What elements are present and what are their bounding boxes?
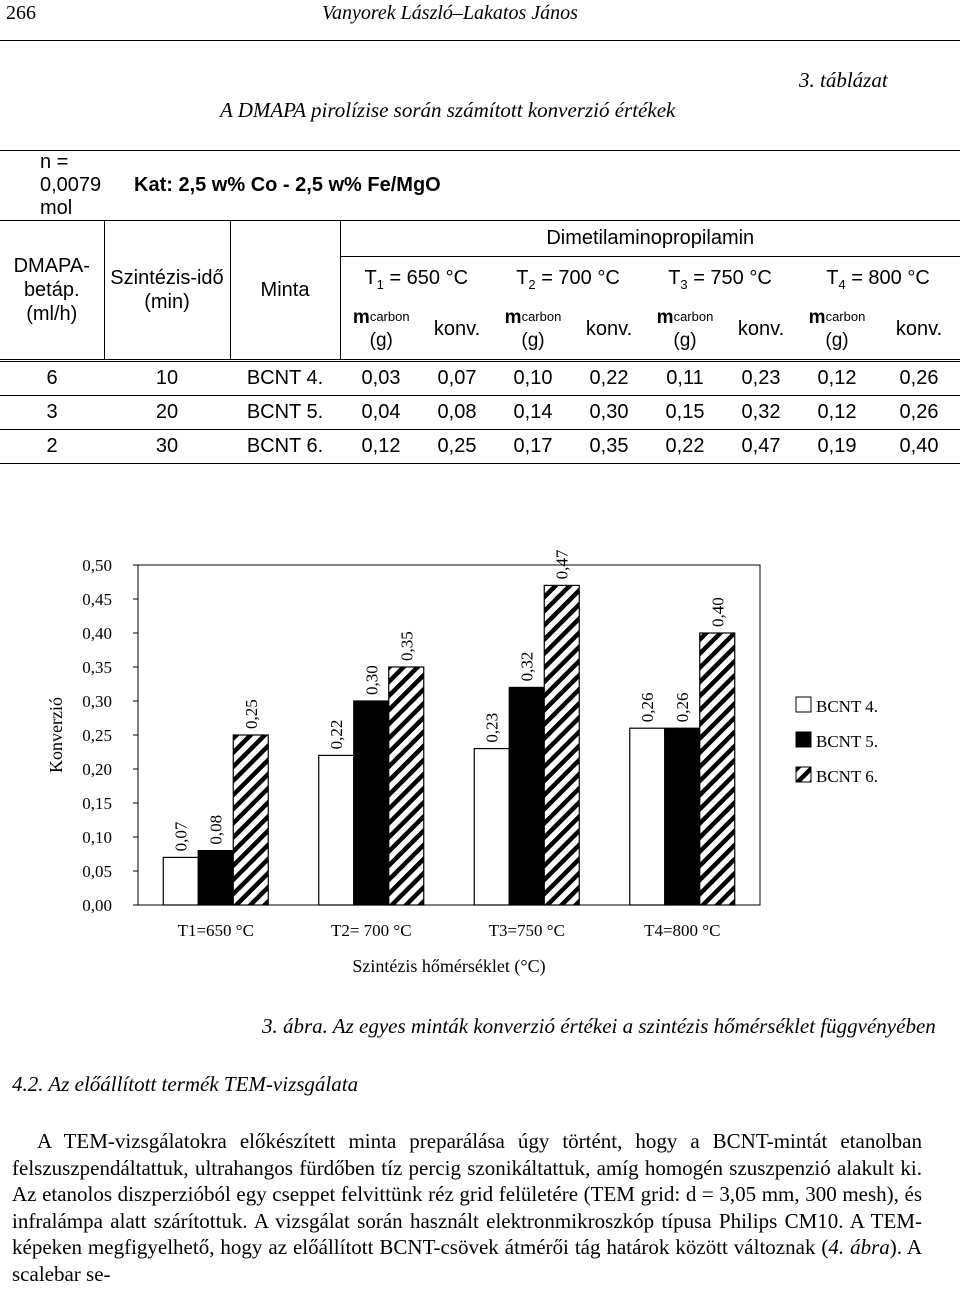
x-axis-label: Szintézis hőmérséklet (°C) [352,956,545,977]
running-head: 266 Vanyorek László–Lakatos János [0,0,960,41]
temp-header: T1 = 650 °C [364,267,469,293]
figure-reference: 4. ábra [828,1235,890,1259]
data-label: 0,08 [207,815,226,845]
mcarbon-header: mcarbon (g) [656,307,714,352]
y-tick-label: 0,15 [82,794,112,813]
chart-legend: BCNT 4. BCNT 5. BCNT 6. [795,696,878,786]
header-synthesis-time: Szintézis-idő (min) [104,220,231,361]
table-row: 3 20 BCNT 5. 0,04 0,08 0,14 0,30 0,15 0,32 0,12… [0,395,960,430]
temp-header: T4 = 800 °C [826,267,930,293]
data-labels: 0,07 0,08 0,25 0,22 0,30 0,35 0,23 0,32 0,47 0,26… [172,549,728,851]
y-axis-label: Konverzió [46,697,66,773]
plot-frame [137,564,761,906]
table-row: 2 30 BCNT 6. 0,12 0,25 0,17 0,35 0,22 0,47 0,19… [0,429,960,464]
y-tick-label: 0,05 [82,862,112,881]
header-dmapa: DMAPA-betáp. (ml/h) [0,220,105,361]
y-tick-label: 0,20 [82,760,112,779]
data-label: 0,32 [518,652,537,682]
temp-header: T2 = 700 °C [516,267,620,293]
data-label: 0,47 [553,549,572,579]
legend-swatch [795,766,812,783]
y-tick-label: 0,00 [82,896,112,915]
header-sample: Minta [230,220,341,361]
data-label: 0,26 [673,692,692,722]
bar [162,856,199,906]
table-number: 3. táblázat [799,68,888,92]
table-row: 6 10 BCNT 4. 0,03 0,07 0,10 0,22 0,11 0,23 0,12… [0,359,960,396]
mcarbon-header: mcarbon (g) [808,307,866,352]
data-label: 0,07 [172,821,191,851]
legend-label: BCNT 6. [816,767,878,786]
bar [543,584,580,906]
body-paragraph: A TEM-vizsgálatokra előkészített minta p… [12,1129,923,1286]
data-label: 0,23 [483,713,502,743]
temperature-header-row: T1 = 650 °C T2 = 700 °C T3 = 750 °C T4 =… [0,257,960,301]
bar-group [162,584,736,906]
group-header: Dimetilaminopropilamin [340,220,960,257]
mcarbon-header: mcarbon (g) [352,307,410,352]
table-title: A DMAPA pirolízise során számított konve… [220,98,676,122]
data-label: 0,22 [327,720,346,750]
bar [699,632,736,906]
legend-swatch [795,731,812,748]
page-number: 266 [6,2,36,24]
bar [197,850,234,906]
mcarbon-header: mcarbon (g) [504,307,562,352]
moles-label: n = 0,0079 mol [0,150,104,221]
konv-header: konv. [433,318,481,341]
bar [318,754,355,906]
y-tick-label: 0,40 [82,624,112,643]
konv-header: konv. [895,318,943,341]
catalyst-label: Kat: 2,5 w% Co - 2,5 w% Fe/MgO [104,150,644,221]
bar [388,666,425,906]
subheader-row: mcarbon (g) konv. mcarbon (g) konv. mcarbo… [0,301,960,361]
x-category-label: T1=650 °C [178,921,254,940]
temp-header: T3 = 750 °C [668,267,772,293]
data-label: 0,35 [397,631,416,661]
y-tick-label: 0,35 [82,658,112,677]
x-category-label: T4=800 °C [644,921,720,940]
data-label: 0,30 [362,665,381,695]
bar [232,734,269,906]
bar [664,727,701,906]
conversion-bar-chart: 0,00 0,05 0,10 0,15 0,20 0,25 0,30 0,35 0,40 0,45… [46,549,878,977]
y-tick-label: 0,25 [82,726,112,745]
x-category-label: T3=750 °C [489,921,565,940]
bar [473,748,510,906]
conversion-table: n = 0,0079 mol Kat: 2,5 w% Co - 2,5 w% F… [0,150,960,464]
data-label: 0,26 [638,692,657,722]
konv-header: konv. [585,318,633,341]
data-label: 0,25 [242,699,261,729]
legend-label: BCNT 5. [816,732,878,751]
legend-swatch [795,696,812,713]
bar [629,727,666,906]
y-tick-label: 0,50 [82,556,112,575]
section-heading: 4.2. Az előállított termék TEM-vizsgálat… [12,1072,359,1096]
y-axis-ticks: 0,00 0,05 0,10 0,15 0,20 0,25 0,30 0,35 0,40 0,45… [82,556,138,915]
y-tick-label: 0,10 [82,828,112,847]
figure-caption: 3. ábra. Az egyes minták konverzió érték… [262,1014,936,1038]
bar [508,686,545,906]
konv-header: konv. [737,318,785,341]
running-head-authors: Vanyorek László–Lakatos János [322,2,578,24]
x-category-label: T2= 700 °C [331,921,412,940]
data-label: 0,40 [708,597,727,627]
y-tick-label: 0,30 [82,692,112,711]
bar [353,700,390,906]
legend-label: BCNT 4. [816,697,878,716]
y-tick-label: 0,45 [82,590,112,609]
x-axis-categories: T1=650 °C T2= 700 °C T3=750 °C T4=800 °C [178,921,721,940]
